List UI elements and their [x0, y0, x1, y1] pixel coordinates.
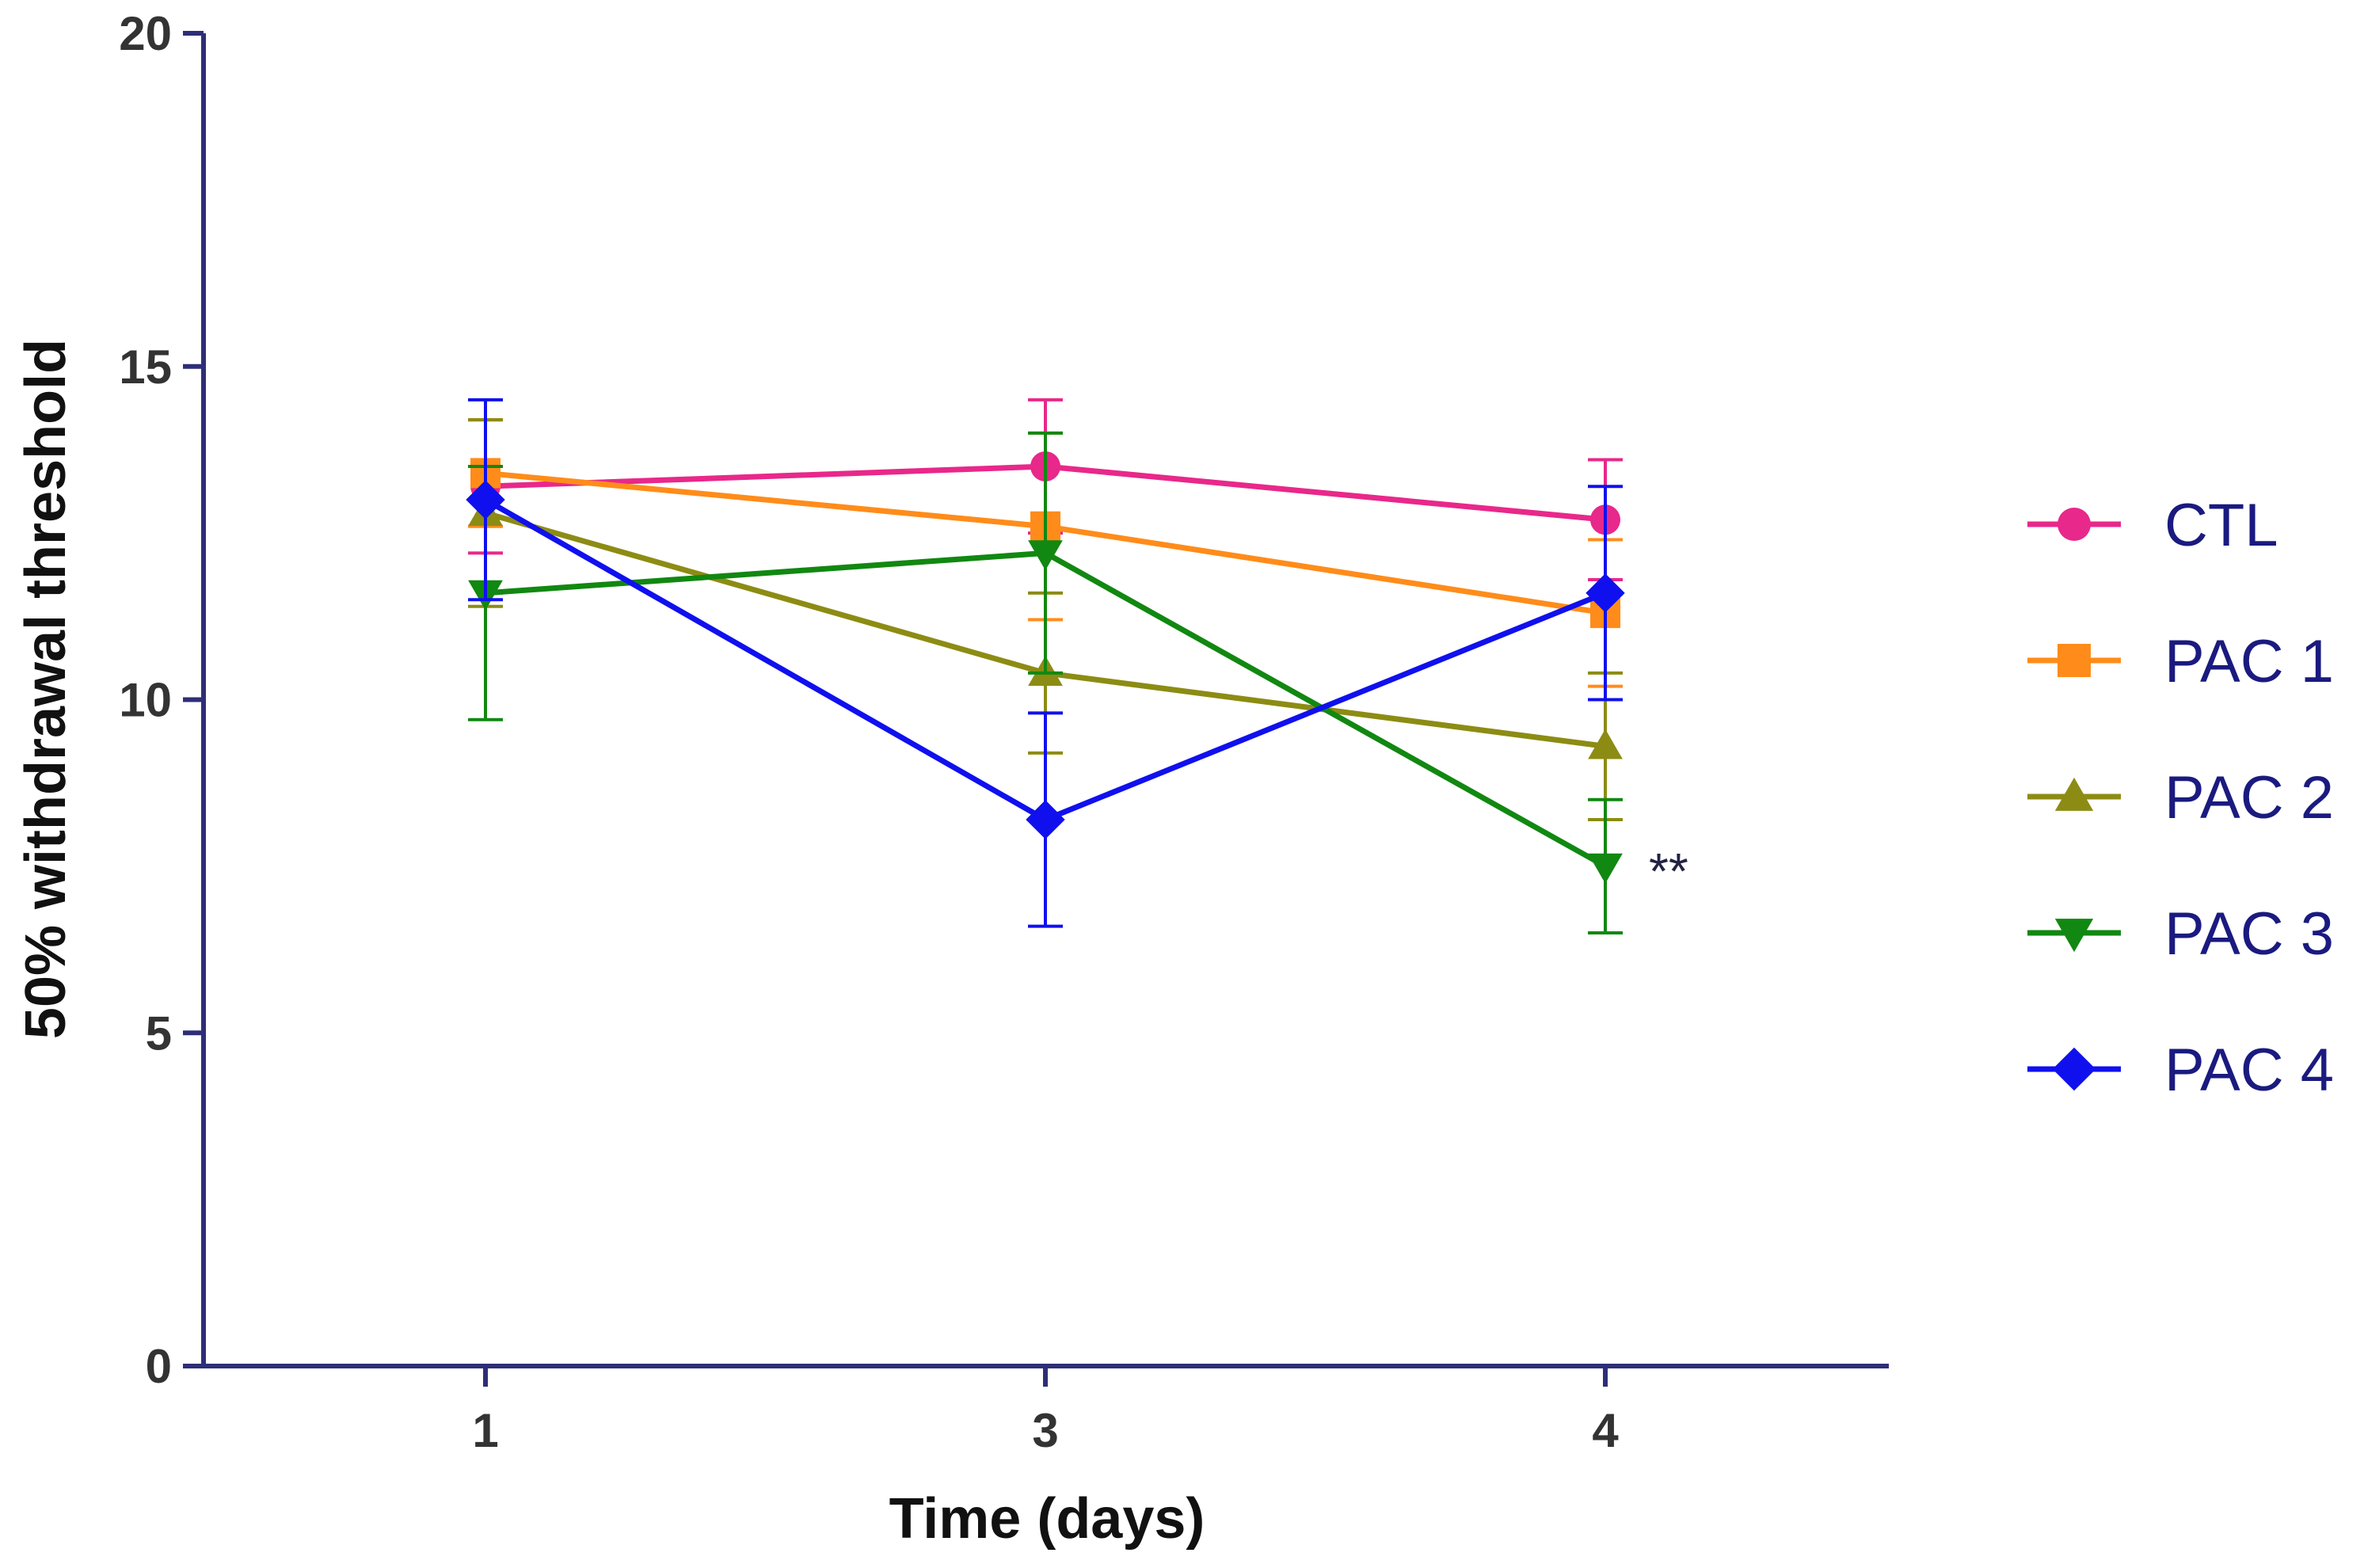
significance-annotation: **	[1649, 843, 1688, 900]
legend-marker	[2054, 777, 2094, 811]
chart-annotations: **	[1649, 843, 1688, 900]
y-tick-label: 0	[146, 1340, 172, 1393]
data-point	[1028, 540, 1063, 571]
legend-label: PAC 1	[2164, 628, 2334, 695]
legend-label: CTL	[2164, 492, 2278, 559]
x-tick-label: 3	[1032, 1404, 1058, 1457]
x-tick-label: 4	[1592, 1404, 1619, 1457]
y-tick-label: 10	[119, 674, 172, 727]
legend-item: PAC 3	[2027, 900, 2334, 968]
legend-marker	[2058, 508, 2091, 541]
data-point	[1586, 573, 1625, 613]
legend-item: PAC 2	[2027, 764, 2334, 832]
x-tick-label: 1	[472, 1404, 498, 1457]
data-point	[1588, 729, 1623, 759]
legend-label: PAC 4	[2164, 1037, 2334, 1104]
legend-label: PAC 3	[2164, 900, 2334, 968]
y-axis-title: 50% withdrawal threshold	[14, 339, 78, 1039]
legend-item: PAC 4	[2027, 1037, 2334, 1104]
legend-label: PAC 2	[2164, 764, 2334, 832]
x-axis-title: Time (days)	[889, 1487, 1205, 1551]
y-tick-label: 20	[119, 7, 172, 60]
legend-marker	[2052, 1047, 2096, 1091]
legend-item: CTL	[2027, 492, 2278, 559]
data-point	[466, 480, 505, 519]
data-point	[1588, 853, 1623, 884]
legend-item: PAC 1	[2027, 628, 2334, 695]
chart-series	[466, 398, 1625, 935]
series-pac-4	[466, 398, 1625, 928]
chart-legend: CTL PAC 1 PAC 2 PAC 3 PAC 4	[2027, 492, 2334, 1104]
data-point	[1026, 800, 1065, 839]
y-tick-label: 5	[146, 1007, 172, 1060]
chart-axes: 0 5 10 15 20 1 3 4	[119, 7, 1889, 1457]
y-tick-label: 15	[119, 341, 172, 394]
legend-marker	[2054, 919, 2094, 953]
legend-marker	[2058, 644, 2091, 677]
